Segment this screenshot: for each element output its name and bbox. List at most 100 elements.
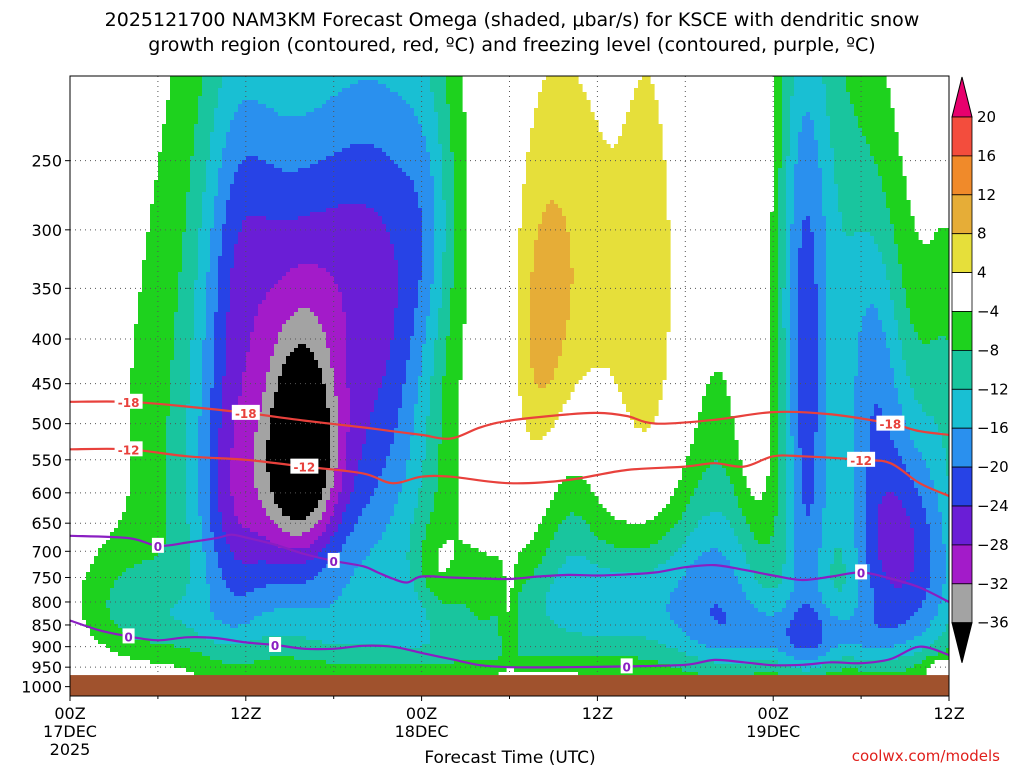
omega-cell bbox=[722, 468, 727, 516]
omega-cell bbox=[294, 312, 299, 348]
omega-cell bbox=[274, 504, 279, 524]
omega-cell bbox=[790, 644, 795, 656]
omega-cell bbox=[882, 192, 887, 264]
x-tick-label: 12Z bbox=[230, 704, 261, 723]
omega-cell bbox=[566, 516, 571, 556]
omega-cell bbox=[546, 204, 551, 384]
omega-cell bbox=[878, 560, 883, 628]
omega-cell bbox=[886, 88, 891, 208]
omega-cell bbox=[922, 244, 927, 344]
omega-cell bbox=[806, 76, 811, 112]
omega-cell bbox=[226, 76, 231, 132]
omega-cell bbox=[882, 496, 887, 572]
omega-cell bbox=[498, 560, 503, 636]
omega-cell bbox=[890, 584, 895, 628]
y-tick-label: 900 bbox=[31, 638, 62, 657]
omega-cell bbox=[614, 144, 619, 384]
omega-cell bbox=[878, 504, 883, 560]
omega-cell bbox=[922, 508, 927, 600]
omega-cell bbox=[550, 584, 555, 620]
omega-cell bbox=[158, 644, 163, 664]
omega-cell bbox=[898, 588, 903, 624]
omega-cell bbox=[282, 656, 287, 684]
omega-cell bbox=[854, 608, 859, 644]
omega-cell bbox=[778, 652, 783, 664]
omega-cell bbox=[338, 76, 343, 92]
omega-cell bbox=[598, 540, 603, 568]
omega-cell bbox=[942, 336, 947, 448]
omega-cell bbox=[134, 564, 139, 640]
omega-cell bbox=[886, 648, 891, 660]
omega-cell bbox=[250, 76, 255, 100]
omega-cell bbox=[590, 636, 595, 656]
omega-cell bbox=[354, 644, 359, 664]
omega-cell bbox=[334, 556, 339, 600]
omega-cell bbox=[570, 512, 575, 556]
omega-cell bbox=[806, 216, 811, 516]
omega-cell bbox=[646, 640, 651, 660]
omega-cell bbox=[634, 88, 639, 428]
omega-cell bbox=[670, 648, 675, 668]
omega-cell bbox=[946, 340, 949, 476]
omega-cell bbox=[786, 628, 791, 636]
omega-cell bbox=[290, 584, 295, 608]
omega-cell bbox=[282, 532, 287, 548]
omega-cell bbox=[282, 116, 287, 172]
omega-cell bbox=[722, 516, 727, 556]
omega-cell bbox=[570, 284, 575, 392]
omega-cell bbox=[886, 580, 891, 628]
omega-cell bbox=[322, 512, 327, 532]
omega-cell bbox=[330, 560, 335, 604]
omega-cell bbox=[934, 656, 939, 660]
omega-cell bbox=[322, 568, 327, 608]
omega-cell bbox=[806, 604, 811, 648]
omega-cell bbox=[822, 656, 827, 664]
omega-cell bbox=[170, 76, 175, 360]
omega-cell bbox=[138, 292, 143, 564]
omega-cell bbox=[442, 76, 447, 200]
omega-cell bbox=[306, 660, 311, 684]
omega-cell bbox=[750, 648, 755, 660]
omega-cell bbox=[702, 472, 707, 516]
omega-cell bbox=[866, 564, 871, 648]
omega-cell bbox=[314, 360, 319, 508]
omega-cell bbox=[302, 660, 307, 684]
omega-cell bbox=[862, 136, 867, 232]
colorbar-segment bbox=[951, 583, 973, 624]
omega-cell bbox=[362, 664, 367, 684]
omega-cell bbox=[558, 76, 563, 208]
omega-cell bbox=[670, 620, 675, 648]
omega-cell bbox=[278, 332, 283, 376]
omega-cell bbox=[934, 424, 939, 492]
omega-cell bbox=[442, 200, 447, 252]
omega-cell bbox=[578, 556, 583, 632]
omega-cell bbox=[150, 204, 155, 560]
omega-cell bbox=[606, 636, 611, 656]
omega-cell bbox=[182, 648, 187, 668]
omega-cell bbox=[254, 156, 259, 216]
omega-cell bbox=[306, 112, 311, 168]
omega-cell bbox=[214, 312, 219, 552]
omega-cell bbox=[354, 524, 359, 568]
omega-cell bbox=[322, 384, 327, 488]
omega-cell bbox=[130, 636, 135, 660]
omega-cell bbox=[146, 640, 151, 660]
omega-cell bbox=[746, 564, 751, 600]
colorbar-label: −12 bbox=[977, 380, 1009, 398]
omega-cell bbox=[130, 368, 135, 568]
omega-cell bbox=[786, 664, 791, 676]
x-tick-date: 18DEC bbox=[395, 722, 449, 741]
omega-cell bbox=[246, 592, 251, 624]
omega-cell bbox=[206, 640, 211, 656]
omega-cell bbox=[718, 464, 723, 512]
omega-cell bbox=[830, 76, 835, 148]
omega-cell bbox=[302, 76, 307, 116]
omega-cell bbox=[270, 356, 275, 408]
omega-cell bbox=[774, 612, 779, 648]
omega-cell bbox=[866, 660, 871, 672]
omega-cell bbox=[486, 620, 491, 660]
omega-cell bbox=[922, 600, 927, 632]
omega-cell bbox=[770, 588, 775, 616]
omega-cell bbox=[782, 288, 787, 328]
omega-cell bbox=[234, 516, 239, 560]
